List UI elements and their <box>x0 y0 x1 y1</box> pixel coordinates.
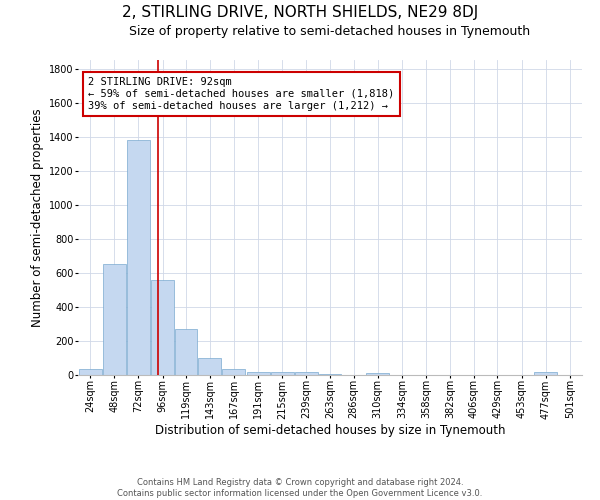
Text: 2 STIRLING DRIVE: 92sqm
← 59% of semi-detached houses are smaller (1,818)
39% of: 2 STIRLING DRIVE: 92sqm ← 59% of semi-de… <box>88 78 394 110</box>
Bar <box>247 372 269 375</box>
Title: Size of property relative to semi-detached houses in Tynemouth: Size of property relative to semi-detach… <box>130 25 530 38</box>
Bar <box>366 374 389 375</box>
Bar <box>175 329 197 375</box>
Bar <box>295 372 318 375</box>
Bar <box>127 140 150 375</box>
Bar <box>271 372 294 375</box>
Text: 2, STIRLING DRIVE, NORTH SHIELDS, NE29 8DJ: 2, STIRLING DRIVE, NORTH SHIELDS, NE29 8… <box>122 5 478 20</box>
Bar <box>151 280 174 375</box>
Bar <box>223 369 245 375</box>
Bar <box>103 264 126 375</box>
Bar <box>198 358 221 375</box>
Bar <box>79 369 101 375</box>
Bar <box>534 372 557 375</box>
X-axis label: Distribution of semi-detached houses by size in Tynemouth: Distribution of semi-detached houses by … <box>155 424 505 437</box>
Text: Contains HM Land Registry data © Crown copyright and database right 2024.
Contai: Contains HM Land Registry data © Crown c… <box>118 478 482 498</box>
Y-axis label: Number of semi-detached properties: Number of semi-detached properties <box>31 108 44 327</box>
Bar <box>319 374 341 375</box>
